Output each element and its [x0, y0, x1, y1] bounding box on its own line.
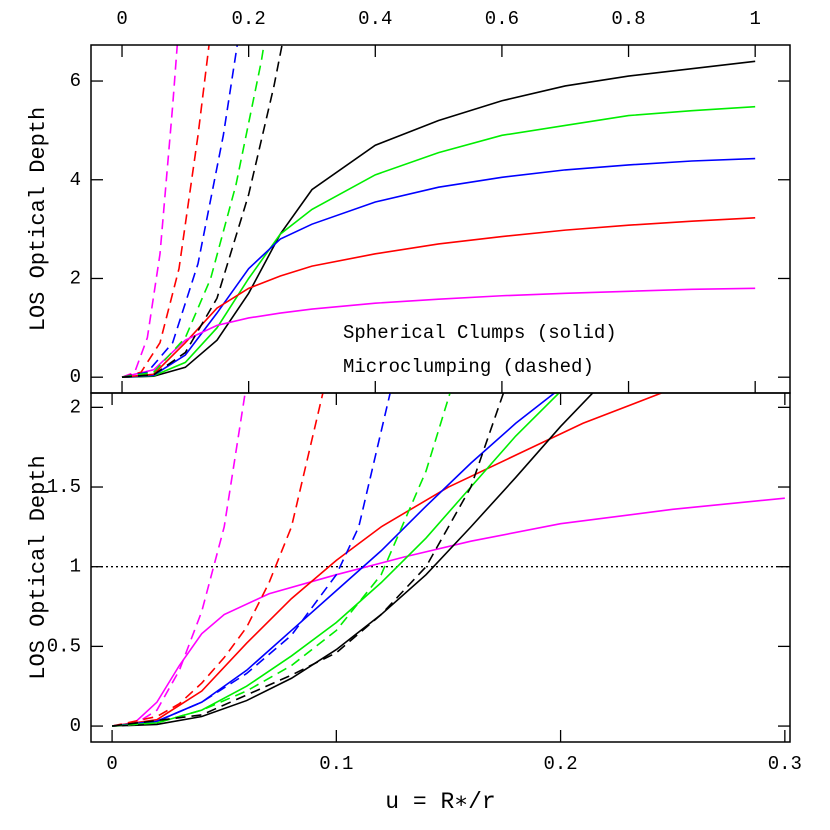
plot-area [91, 393, 790, 727]
solid-curve [111, 497, 785, 727]
y-tick-label: 0.5 [47, 635, 81, 657]
y-tick-label: 1.5 [47, 476, 81, 498]
solid-curve [112, 393, 561, 727]
dashed-curve [111, 393, 391, 727]
y-tick-label: 2 [70, 267, 81, 289]
annotation: Microclumping (dashed) [343, 356, 594, 378]
dashed-curve [112, 393, 246, 727]
dashed-curve [121, 45, 210, 378]
dashed-curve [121, 45, 179, 378]
x-tick-label: 1 [749, 8, 760, 30]
y-tick-label: 1 [70, 556, 81, 578]
y-tick-label: 0 [70, 366, 81, 388]
x-tick-label: 0.3 [768, 753, 802, 775]
x-tick-label: 0 [106, 753, 117, 775]
solid-curve [121, 287, 756, 378]
plot-area [121, 45, 756, 378]
dashed-curve [121, 45, 239, 378]
x-tick-label: 0.4 [358, 8, 392, 30]
solid-curve [112, 393, 594, 727]
dashed-curve [121, 45, 265, 378]
y-tick-label: 0 [70, 715, 81, 737]
x-tick-label: 0.6 [485, 8, 519, 30]
x-tick-label: 0.1 [319, 753, 353, 775]
x-axis-label: u = R∗/r [385, 789, 495, 815]
plot-frame [90, 392, 791, 743]
solid-curve [121, 157, 756, 378]
dashed-curve [121, 45, 283, 378]
dashed-curve [111, 393, 324, 727]
x-tick-label: 0.2 [543, 753, 577, 775]
x-tick-label: 0 [116, 8, 127, 30]
solid-curve [111, 393, 662, 727]
x-tick-label: 0.8 [611, 8, 645, 30]
dashed-curve [111, 393, 505, 727]
y-axis-label: LOS Optical Depth [26, 107, 51, 331]
dashed-curve [112, 393, 451, 727]
x-tick-label: 0.2 [232, 8, 266, 30]
y-axis-label: LOS Optical Depth [26, 455, 51, 679]
solid-curve [121, 105, 756, 378]
solid-curve [121, 60, 756, 378]
annotation: Spherical Clumps (solid) [343, 322, 617, 344]
solid-curve [111, 393, 556, 727]
y-tick-label: 6 [70, 70, 81, 92]
y-tick-label: 4 [70, 169, 81, 191]
y-tick-label: 2 [70, 396, 81, 418]
